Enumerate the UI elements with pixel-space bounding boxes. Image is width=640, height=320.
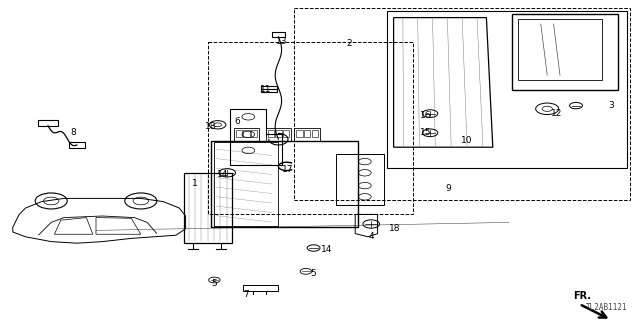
Text: 7: 7 — [244, 290, 249, 299]
Bar — [261, 86, 277, 92]
Bar — [208, 42, 413, 214]
Text: 10: 10 — [461, 136, 473, 145]
Text: 4: 4 — [369, 232, 374, 241]
Bar — [234, 128, 259, 141]
Bar — [518, 19, 602, 80]
Bar — [275, 130, 282, 137]
Text: 3: 3 — [609, 101, 614, 110]
Text: 17: 17 — [282, 165, 294, 174]
Text: 5: 5 — [212, 279, 217, 288]
Bar — [283, 130, 289, 137]
Bar — [184, 173, 232, 243]
Bar — [336, 154, 384, 205]
Text: 16: 16 — [420, 111, 431, 120]
Text: 11: 11 — [260, 85, 271, 94]
Bar — [251, 130, 257, 137]
Text: 5: 5 — [311, 269, 316, 278]
Text: 1: 1 — [193, 180, 198, 188]
Bar — [266, 128, 291, 141]
Bar — [304, 130, 310, 137]
Text: 14: 14 — [321, 245, 332, 254]
Bar — [243, 285, 278, 291]
Text: 8: 8 — [71, 128, 76, 137]
Bar — [312, 130, 318, 137]
Text: 12: 12 — [551, 109, 563, 118]
Text: 6: 6 — [234, 117, 239, 126]
Bar — [387, 11, 627, 168]
Bar — [236, 130, 242, 137]
Bar — [214, 142, 278, 226]
Bar — [294, 128, 320, 141]
Bar — [268, 130, 274, 137]
Bar — [69, 142, 85, 148]
Text: 18: 18 — [389, 224, 401, 233]
Text: FR.: FR. — [573, 291, 591, 301]
Bar — [294, 8, 630, 200]
Text: 9: 9 — [445, 184, 451, 193]
Bar — [38, 120, 58, 126]
Text: 14: 14 — [217, 170, 228, 179]
Bar — [243, 130, 250, 137]
Bar — [211, 141, 358, 227]
Text: 13: 13 — [276, 37, 287, 46]
Bar — [272, 32, 285, 37]
Text: 2: 2 — [346, 39, 351, 48]
Text: 18: 18 — [205, 122, 217, 131]
Text: TL2AB1121: TL2AB1121 — [586, 303, 627, 312]
Bar — [296, 130, 303, 137]
Text: 15: 15 — [420, 128, 431, 137]
